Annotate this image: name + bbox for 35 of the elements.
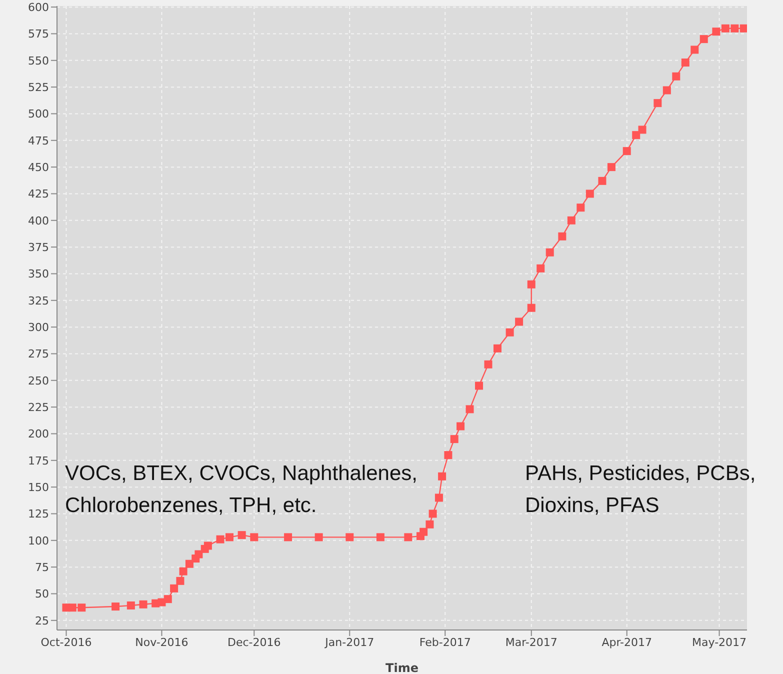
y-tick-label: 225 (28, 400, 49, 414)
y-tick-label: 400 (28, 214, 49, 228)
x-tick-label: Feb-2017 (419, 636, 471, 649)
y-tick-label: 175 (28, 454, 49, 468)
annotation: PAHs, Pesticides, PCBs, Dioxins, PFAS (525, 461, 756, 519)
y-tick-label: 375 (28, 240, 49, 254)
y-tick-label: 250 (28, 374, 49, 388)
y-tick-label: 50 (35, 588, 49, 601)
y-tick-label: 425 (28, 188, 49, 201)
y-tick-label: 100 (28, 534, 49, 548)
y-tick-label: 450 (28, 160, 49, 174)
y-tick-label: 300 (28, 320, 49, 334)
y-tick-label: 75 (35, 560, 49, 574)
y-tick-label: 550 (28, 54, 49, 68)
annotation: VOCs, BTEX, CVOCs, Naphthalenes, Chlorobenzenes, TPH, etc. (65, 461, 418, 519)
y-tick-label: 125 (28, 508, 49, 521)
x-tick-label: Nov-2016 (135, 636, 188, 649)
y-tick-label: 25 (35, 614, 49, 628)
x-tick-label: Jan-2017 (324, 636, 374, 649)
y-tick-label: 500 (28, 108, 49, 121)
x-tick-label: Mar-2017 (505, 636, 558, 649)
y-tick-label: 525 (28, 80, 49, 94)
y-tick-label: 200 (28, 428, 49, 441)
x-tick-label: Oct-2016 (40, 636, 92, 649)
y-tick-label: 275 (28, 348, 49, 361)
x-axis-title: Time (386, 661, 418, 674)
x-tick-label: Apr-2017 (602, 636, 652, 649)
y-tick-label: 325 (28, 294, 49, 308)
x-tick-label: May-2017 (692, 636, 747, 649)
x-tick-label: Dec-2016 (228, 636, 281, 649)
y-tick-label: 575 (28, 28, 49, 41)
y-tick-label: 350 (28, 268, 49, 281)
y-tick-label: 475 (28, 134, 49, 148)
y-tick-label: 150 (28, 480, 49, 494)
y-tick-label: 600 (28, 0, 49, 14)
